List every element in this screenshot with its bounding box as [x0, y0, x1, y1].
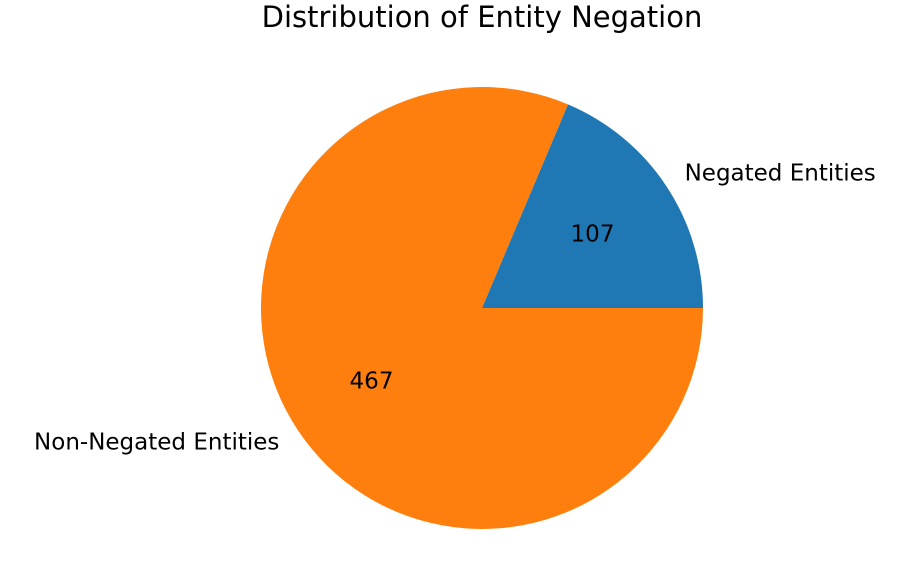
chart-title: Distribution of Entity Negation — [262, 0, 703, 34]
pie-labels: 107 Negated Entities 467 Non-Negated Entiti… — [34, 161, 876, 456]
pie-label-non-negated-entities: Non-Negated Entities — [34, 429, 279, 455]
pie-label-negated-entities: Negated Entities — [685, 161, 876, 187]
pie-value-negated-entities: 107 — [571, 222, 615, 248]
pie-slices — [261, 87, 703, 530]
pie-slice-negated-entities — [482, 104, 703, 308]
pie-value-non-negated-entities: 467 — [350, 368, 394, 394]
pie-slice-non-negated-entities — [261, 87, 703, 530]
